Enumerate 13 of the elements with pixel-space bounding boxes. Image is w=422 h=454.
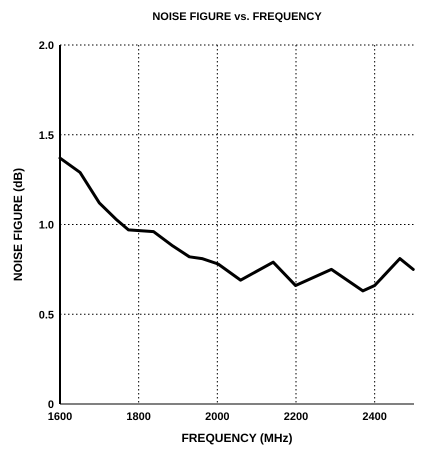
y-tick-label: 0.5 xyxy=(38,309,54,322)
y-tick-label: 1.5 xyxy=(38,130,54,142)
x-tick-label: 1800 xyxy=(126,411,151,423)
y-axis-title: NOISE FIGURE (dB) xyxy=(11,168,25,282)
x-tick-label: 2400 xyxy=(362,411,387,423)
x-tick-label: 1600 xyxy=(48,411,72,423)
chart-title: NOISE FIGURE vs. FREQUENCY xyxy=(152,11,322,23)
x-tick-label: 2200 xyxy=(284,411,308,423)
x-axis-title: FREQUENCY (MHz) xyxy=(181,431,293,445)
y-tick-label: 1.0 xyxy=(38,220,54,232)
y-tick-label: 2.0 xyxy=(38,40,54,52)
x-tick-label: 2000 xyxy=(205,411,230,423)
y-tick-label: 0 xyxy=(48,399,54,411)
